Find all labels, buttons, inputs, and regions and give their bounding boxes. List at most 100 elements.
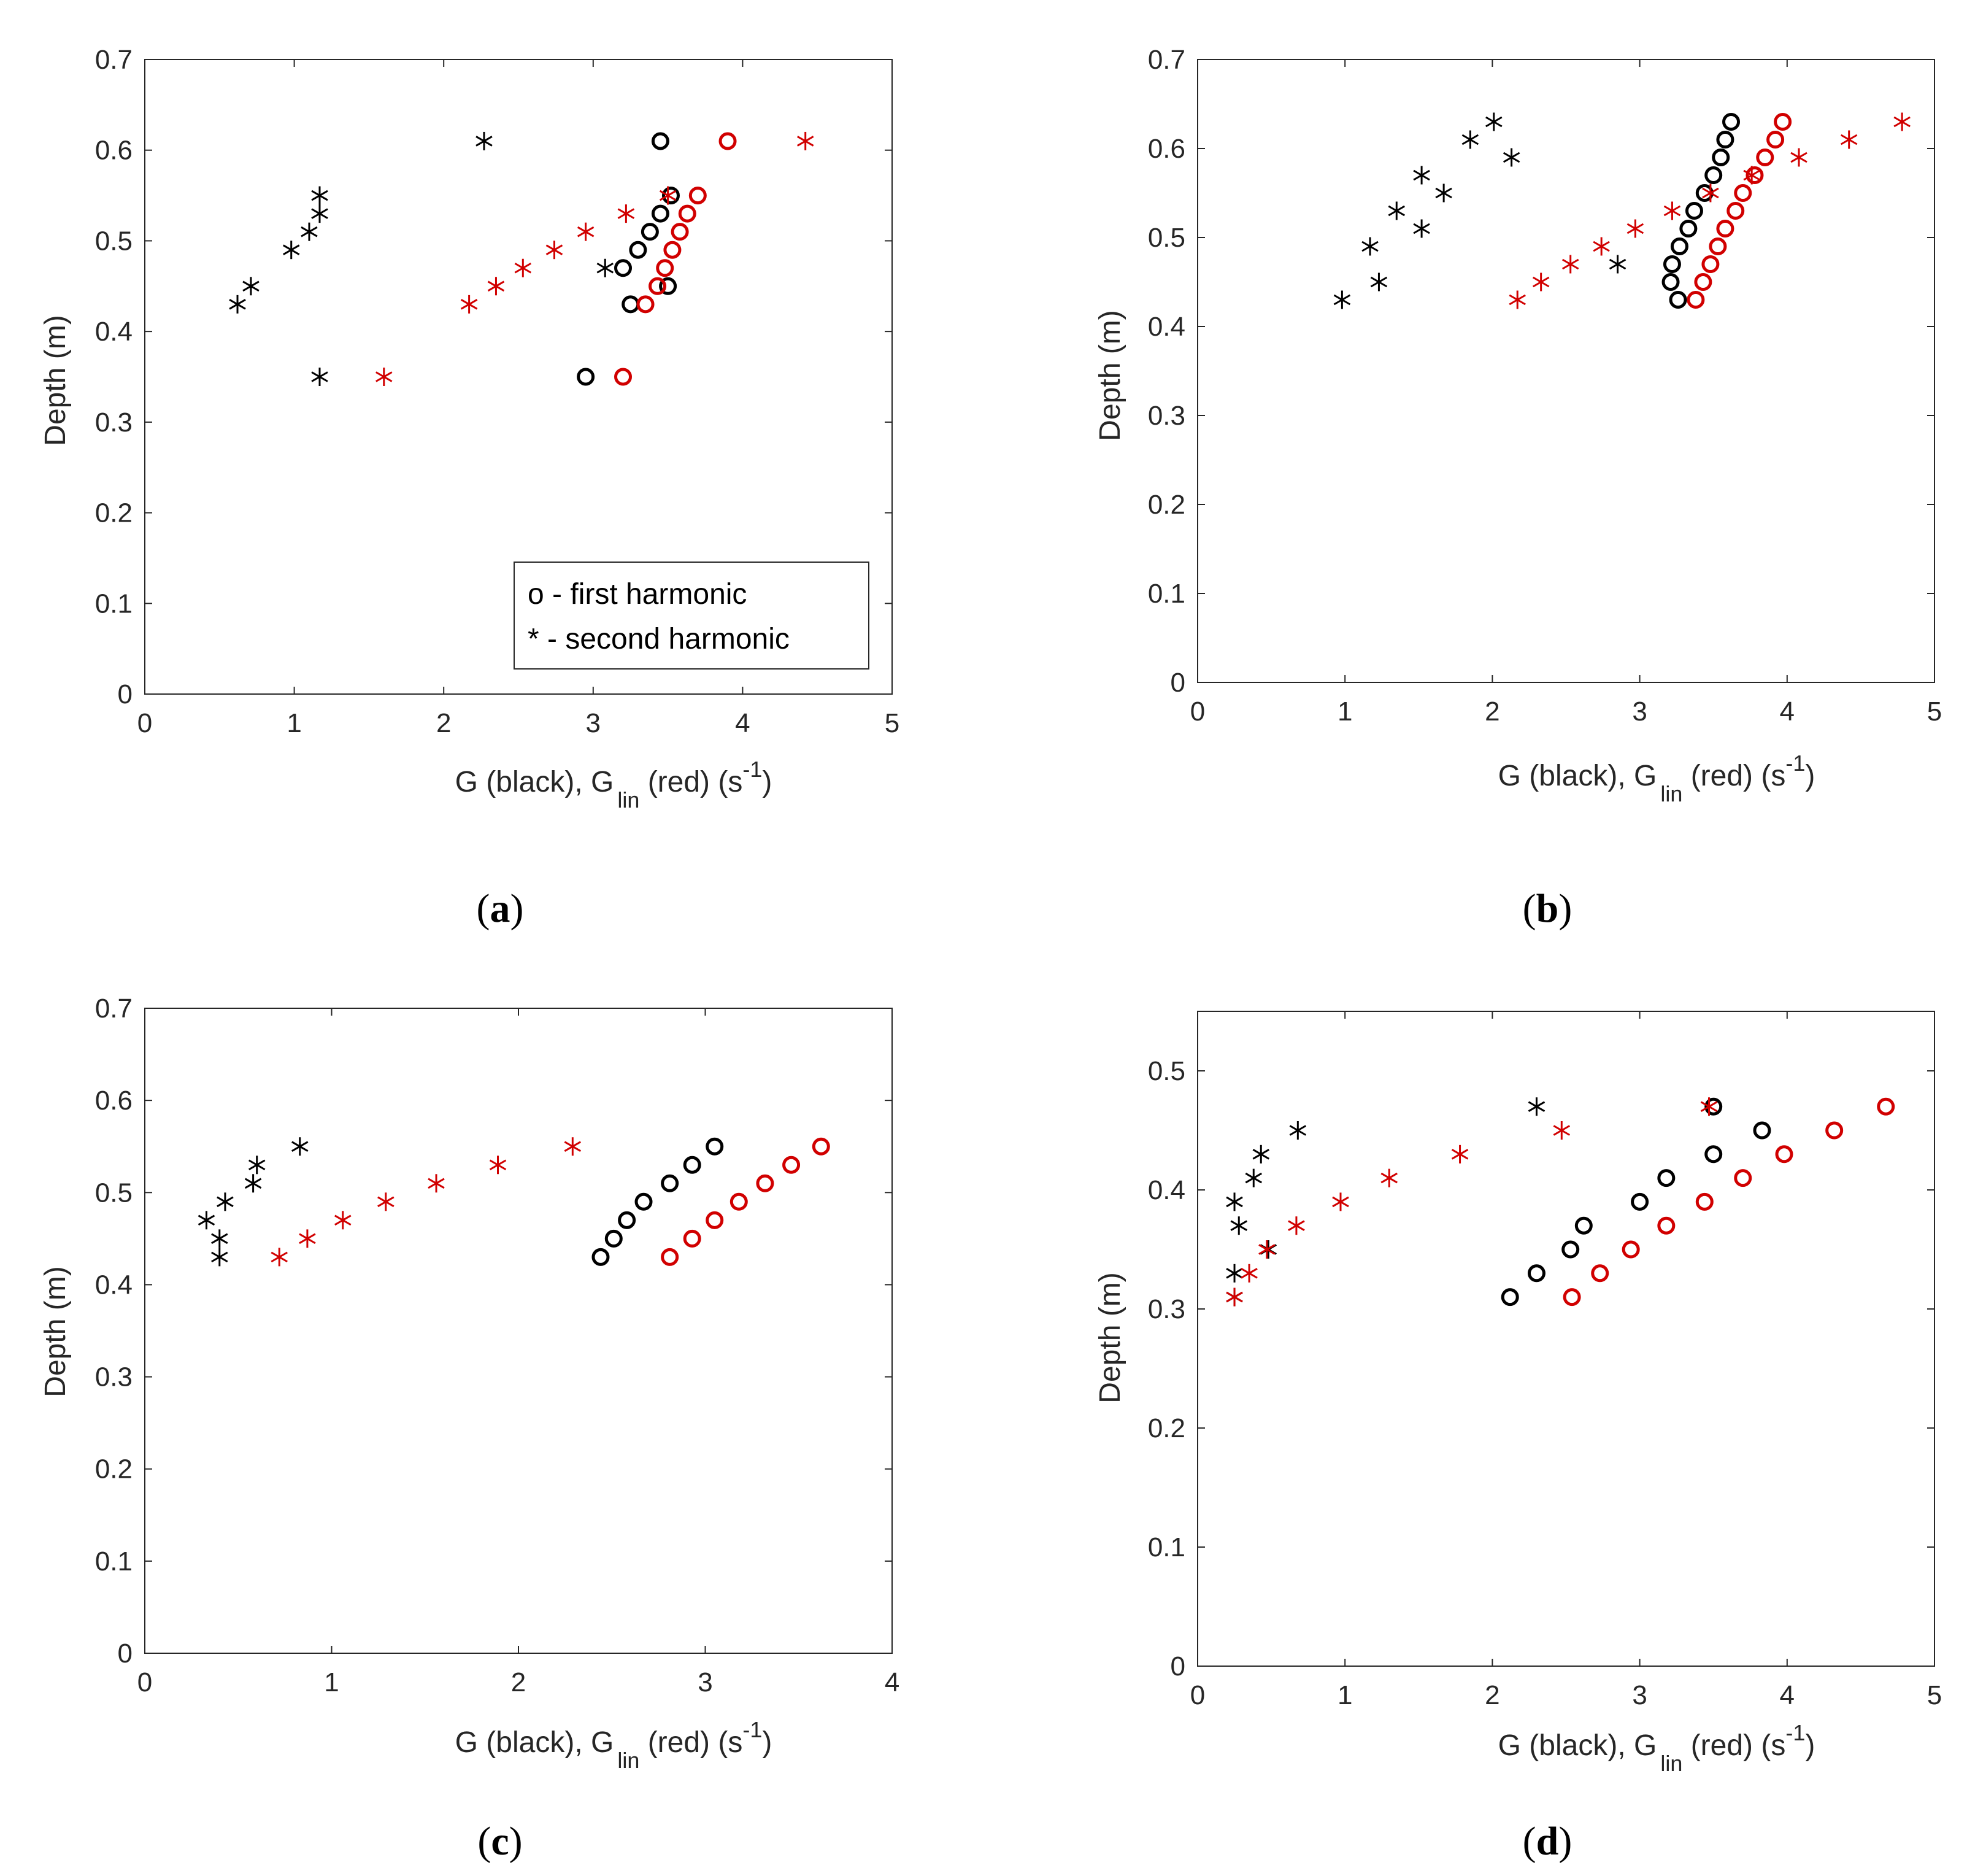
legend-second-harmonic: * - second harmonic xyxy=(528,623,790,655)
point-red-second-harmonic xyxy=(1702,183,1719,203)
point-black-first-harmonic xyxy=(661,1174,679,1192)
point-red-second-harmonic xyxy=(564,1137,582,1156)
panel-c: 0 1 2 3 4 0 0.1 0.2 0.3 0.4 0.5 0.6 0.7 G (black), G… xyxy=(39,994,899,1864)
y-tick-label: 0.1 xyxy=(1148,579,1185,609)
point-red-second-harmonic xyxy=(1840,130,1858,149)
star-stroke xyxy=(1553,1125,1571,1136)
point-red-second-harmonic xyxy=(1700,1097,1718,1116)
legend-first-harmonic: o - first harmonic xyxy=(528,578,747,611)
y-tick-label: 0.4 xyxy=(95,1270,133,1300)
point-black-second-harmonic xyxy=(1413,166,1430,185)
point-black-second-harmonic xyxy=(1609,255,1626,274)
point-red-second-harmonic xyxy=(1226,1287,1243,1307)
point-red-second-harmonic xyxy=(1553,1121,1571,1140)
star-stroke xyxy=(301,226,318,237)
point-red-second-harmonic xyxy=(1258,1240,1276,1259)
point-black-first-harmonic xyxy=(1574,1216,1593,1235)
point-red-second-harmonic xyxy=(545,241,563,260)
point-red-second-harmonic xyxy=(460,295,478,314)
y-tick-label: 0.7 xyxy=(1148,45,1185,75)
point-black-second-harmonic xyxy=(1226,1264,1243,1283)
point-red-first-harmonic xyxy=(756,1174,774,1192)
point-red-second-harmonic xyxy=(577,222,595,241)
point-black-first-harmonic xyxy=(1501,1288,1519,1307)
point-black-second-harmonic xyxy=(1361,237,1379,256)
point-black-second-harmonic xyxy=(1230,1216,1247,1235)
point-red-first-harmonic xyxy=(663,241,682,259)
panel-a-plot-frame xyxy=(144,59,893,695)
point-black-first-harmonic xyxy=(577,368,595,386)
point-red-second-harmonic xyxy=(1561,255,1579,274)
panel-a-x-axis-label: G (black), Glin (red) (s-1) xyxy=(455,757,772,813)
legend-box xyxy=(514,562,869,670)
point-red-first-harmonic xyxy=(1709,237,1727,255)
star-stroke xyxy=(211,1233,228,1245)
point-black-first-harmonic xyxy=(659,277,677,295)
x-tick-label: 1 xyxy=(324,1667,339,1697)
point-black-first-harmonic xyxy=(641,223,659,241)
point-red-first-harmonic xyxy=(706,1211,724,1229)
star-stroke xyxy=(334,1214,352,1226)
point-red-first-harmonic xyxy=(1734,1169,1752,1187)
point-black-second-harmonic xyxy=(1388,201,1406,220)
star-stroke xyxy=(282,244,300,255)
star-stroke xyxy=(1288,1220,1305,1231)
point-red-second-harmonic xyxy=(299,1229,316,1248)
point-black-second-harmonic xyxy=(248,1156,266,1175)
star-stroke xyxy=(1593,241,1610,252)
star-stroke xyxy=(596,262,614,274)
point-black-second-harmonic xyxy=(198,1211,215,1230)
point-red-first-harmonic xyxy=(718,132,737,150)
y-tick-label: 0.2 xyxy=(95,1454,133,1484)
point-red-first-harmonic xyxy=(1563,1288,1581,1307)
star-stroke xyxy=(1609,258,1626,270)
star-stroke xyxy=(1700,1101,1718,1112)
star-stroke xyxy=(1258,1244,1276,1255)
point-black-first-harmonic xyxy=(1704,1145,1723,1164)
point-red-second-harmonic xyxy=(1743,166,1760,185)
panel-b-marks xyxy=(1333,112,1911,309)
star-stroke xyxy=(377,1196,395,1208)
point-red-first-harmonic xyxy=(1825,1121,1844,1140)
point-red-second-harmonic xyxy=(1332,1192,1349,1211)
star-stroke xyxy=(242,280,260,292)
point-red-second-harmonic xyxy=(375,368,393,386)
panel-d-plot-frame xyxy=(1197,1011,1935,1667)
point-black-second-harmonic xyxy=(244,1174,262,1193)
star-stroke xyxy=(1626,223,1644,234)
point-black-first-harmonic xyxy=(1704,1097,1723,1116)
point-black-first-harmonic xyxy=(618,1211,636,1229)
point-black-first-harmonic xyxy=(1753,1121,1771,1140)
x-tick-label: 0 xyxy=(137,708,152,738)
point-red-first-harmonic xyxy=(782,1156,801,1174)
point-red-first-harmonic xyxy=(671,223,689,241)
point-red-first-harmonic xyxy=(812,1137,830,1156)
panel-a-marks xyxy=(229,131,814,386)
y-tick-label: 0.4 xyxy=(1148,312,1185,342)
point-black-first-harmonic xyxy=(629,241,647,259)
star-stroke xyxy=(460,299,478,310)
x-tick-label: 2 xyxy=(1485,697,1499,727)
star-stroke xyxy=(1370,276,1388,288)
point-red-second-harmonic xyxy=(1451,1145,1469,1164)
point-black-first-harmonic xyxy=(1527,1264,1546,1283)
point-red-first-harmonic xyxy=(683,1229,701,1248)
point-black-second-harmonic xyxy=(217,1192,234,1211)
star-stroke xyxy=(1333,294,1351,306)
point-red-first-harmonic xyxy=(1766,131,1785,149)
panel-d-y-axis-label: Depth (m) xyxy=(1094,1272,1126,1403)
point-red-first-harmonic xyxy=(1726,202,1745,220)
point-red-second-harmonic xyxy=(377,1192,395,1211)
point-red-first-harmonic xyxy=(1695,1192,1714,1211)
point-black-first-harmonic xyxy=(591,1248,610,1266)
star-stroke xyxy=(1252,1149,1270,1160)
star-stroke xyxy=(617,208,635,219)
point-black-second-harmonic xyxy=(229,295,246,314)
star-stroke xyxy=(1380,1172,1398,1184)
star-stroke xyxy=(1289,1125,1307,1136)
star-stroke xyxy=(248,1159,266,1171)
star-stroke xyxy=(1509,294,1526,306)
star-stroke xyxy=(475,136,493,147)
point-red-first-harmonic xyxy=(1657,1216,1676,1235)
star-stroke xyxy=(1503,152,1520,163)
